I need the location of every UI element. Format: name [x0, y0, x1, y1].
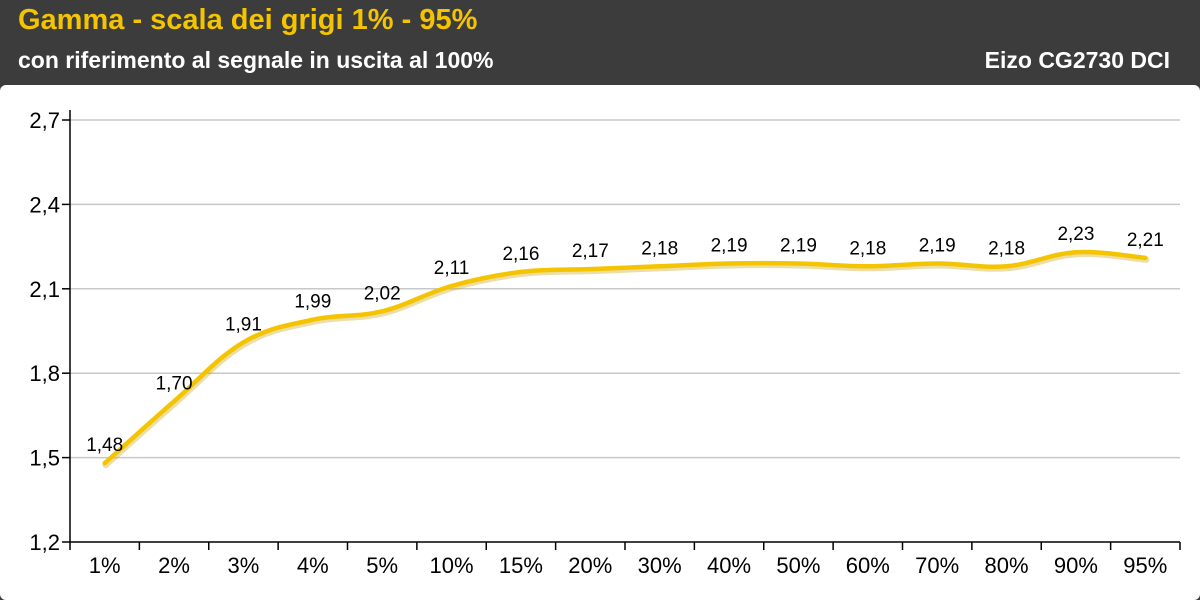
data-label: 2,18 [849, 238, 886, 259]
data-point [657, 264, 662, 269]
data-label: 2,18 [641, 238, 678, 259]
data-label: 2,19 [780, 235, 817, 256]
x-tick-label: 50% [776, 553, 820, 578]
data-label: 1,99 [294, 292, 331, 313]
data-point [588, 267, 593, 272]
x-tick-label: 4% [297, 553, 329, 578]
chart-title: Gamma - scala dei grigi 1% - 95% [18, 4, 478, 36]
data-point [1004, 264, 1009, 269]
x-tick-label: 20% [568, 553, 612, 578]
data-label: 2,11 [434, 258, 470, 279]
data-label: 2,17 [572, 241, 609, 262]
x-tick-label: 30% [638, 553, 682, 578]
chart-panel [0, 85, 1200, 600]
data-label: 2,23 [1057, 224, 1094, 245]
x-tick-label: 3% [228, 553, 260, 578]
data-label: 2,16 [502, 244, 539, 265]
data-point [102, 461, 107, 466]
y-tick-label: 2,4 [29, 192, 60, 217]
data-point [518, 269, 523, 274]
header: Gamma - scala dei grigi 1% - 95% con rif… [0, 0, 1200, 84]
y-tick-label: 2,1 [29, 277, 60, 302]
data-label: 2,19 [919, 235, 956, 256]
data-point [449, 283, 454, 288]
data-point [380, 309, 385, 314]
y-tick-label: 1,8 [29, 361, 60, 386]
data-point [727, 261, 732, 266]
data-label: 2,02 [364, 283, 401, 304]
device-label: Eizo CG2730 DCI [984, 47, 1170, 73]
x-tick-label: 10% [430, 553, 474, 578]
y-tick-label: 1,5 [29, 446, 60, 471]
data-point [310, 317, 315, 322]
data-point [1143, 255, 1148, 260]
data-point [935, 261, 940, 266]
data-label: 1,48 [86, 435, 123, 456]
chart-subtitle: con riferimento al segnale in uscita al … [18, 47, 494, 73]
data-point [172, 399, 177, 404]
data-label: 2,21 [1127, 230, 1164, 251]
x-tick-label: 90% [1054, 553, 1098, 578]
x-tick-label: 5% [366, 553, 398, 578]
data-point [241, 340, 246, 345]
x-tick-label: 15% [499, 553, 543, 578]
x-tick-label: 60% [846, 553, 890, 578]
x-tick-label: 1% [89, 553, 121, 578]
data-point [1073, 250, 1078, 255]
x-tick-label: 2% [158, 553, 190, 578]
data-point [865, 264, 870, 269]
data-label: 2,19 [711, 235, 748, 256]
data-point [796, 261, 801, 266]
x-tick-label: 40% [707, 553, 751, 578]
y-tick-label: 2,7 [29, 108, 60, 133]
data-label: 1,70 [156, 373, 193, 394]
data-label: 1,91 [225, 314, 262, 335]
series-line [102, 249, 1148, 466]
data-label: 2,18 [988, 238, 1025, 259]
series-line-shadow [102, 250, 1150, 469]
x-tick-label: 95% [1123, 553, 1167, 578]
y-tick-label: 1,2 [29, 530, 60, 555]
x-tick-label: 70% [915, 553, 959, 578]
x-tick-label: 80% [985, 553, 1029, 578]
